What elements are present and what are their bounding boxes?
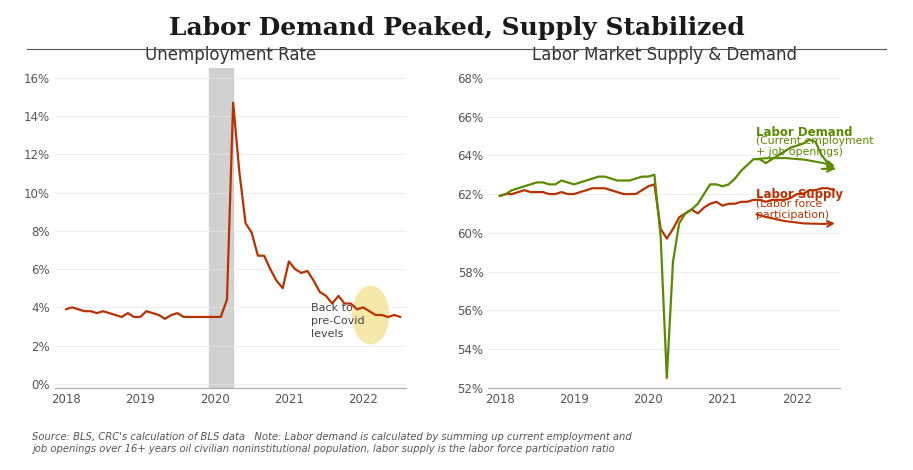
Title: Unemployment Rate: Unemployment Rate bbox=[145, 46, 316, 64]
Text: Labor Supply: Labor Supply bbox=[756, 188, 843, 201]
Ellipse shape bbox=[352, 286, 388, 344]
Title: Labor Market Supply & Demand: Labor Market Supply & Demand bbox=[531, 46, 797, 64]
Text: (Current employment: (Current employment bbox=[756, 136, 874, 146]
Text: Source: BLS, CRC's calculation of BLS data   Note: Labor demand is calculated by: Source: BLS, CRC's calculation of BLS da… bbox=[32, 432, 632, 454]
Text: Back to
pre-Covid
levels: Back to pre-Covid levels bbox=[311, 303, 365, 339]
Bar bbox=[208, 68, 233, 388]
Text: Labor Demand: Labor Demand bbox=[756, 126, 853, 139]
Text: + job openings): + job openings) bbox=[756, 147, 843, 157]
Text: Labor Demand Peaked, Supply Stabilized: Labor Demand Peaked, Supply Stabilized bbox=[169, 16, 744, 40]
Text: participation): participation) bbox=[756, 210, 829, 219]
Text: (Labor force: (Labor force bbox=[756, 199, 823, 209]
